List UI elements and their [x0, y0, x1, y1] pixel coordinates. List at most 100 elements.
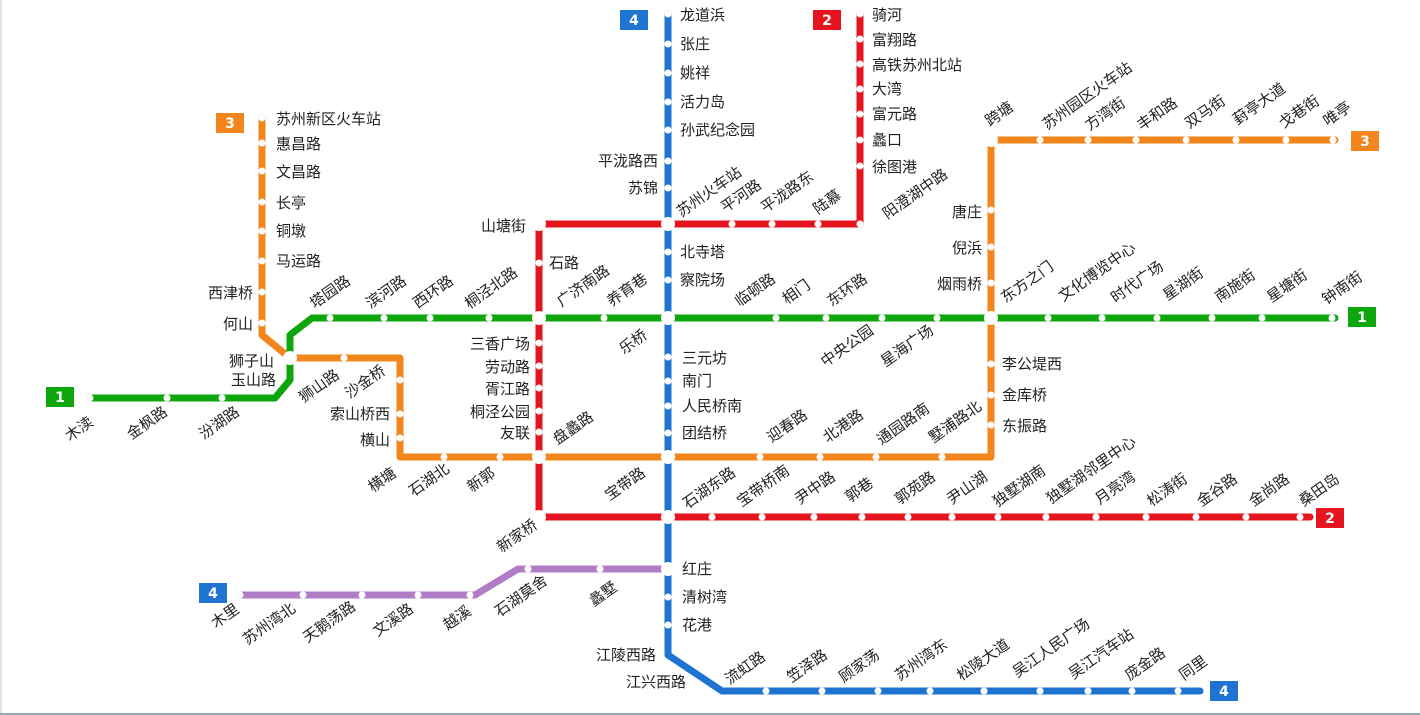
station-dot[interactable]: [665, 185, 672, 192]
station-dot[interactable]: [427, 315, 434, 322]
station-dot[interactable]: [1045, 315, 1052, 322]
station-dot[interactable]: [665, 622, 672, 629]
station-dot[interactable]: [857, 61, 864, 68]
station-dot[interactable]: [773, 315, 780, 322]
station-dot[interactable]: [665, 11, 672, 18]
station-dot[interactable]: [359, 592, 366, 599]
station-dot[interactable]: [857, 221, 864, 228]
station-dot[interactable]: [1085, 688, 1092, 695]
station-dot[interactable]: [857, 111, 864, 118]
transfer-station-dot[interactable]: [661, 562, 675, 576]
station-dot[interactable]: [857, 36, 864, 43]
station-dot[interactable]: [665, 430, 672, 437]
station-dot[interactable]: [817, 454, 824, 461]
station-dot[interactable]: [601, 315, 608, 322]
transfer-station-dot[interactable]: [984, 311, 998, 325]
station-dot[interactable]: [769, 221, 776, 228]
station-dot[interactable]: [988, 422, 995, 429]
station-dot[interactable]: [1209, 315, 1216, 322]
station-dot[interactable]: [905, 514, 912, 521]
station-dot[interactable]: [536, 260, 543, 267]
transfer-station-dot[interactable]: [661, 311, 675, 325]
station-dot[interactable]: [327, 315, 334, 322]
station-dot[interactable]: [665, 70, 672, 77]
transfer-station-dot[interactable]: [283, 351, 297, 365]
station-dot[interactable]: [995, 514, 1002, 521]
station-dot[interactable]: [988, 244, 995, 251]
station-dot[interactable]: [1175, 688, 1182, 695]
station-dot[interactable]: [1233, 137, 1240, 144]
station-dot[interactable]: [859, 514, 866, 521]
station-dot[interactable]: [665, 249, 672, 256]
station-dot[interactable]: [981, 688, 988, 695]
station-dot[interactable]: [259, 289, 266, 296]
station-dot[interactable]: [815, 221, 822, 228]
transfer-station-dot[interactable]: [532, 217, 546, 231]
transfer-station-dot[interactable]: [661, 450, 675, 464]
station-dot[interactable]: [1043, 514, 1050, 521]
station-dot[interactable]: [665, 99, 672, 106]
station-dot[interactable]: [988, 361, 995, 368]
station-dot[interactable]: [1259, 315, 1266, 322]
station-dot[interactable]: [536, 363, 543, 370]
station-dot[interactable]: [988, 280, 995, 287]
station-dot[interactable]: [665, 277, 672, 284]
station-dot[interactable]: [1133, 137, 1140, 144]
station-dot[interactable]: [341, 355, 348, 362]
station-dot[interactable]: [259, 168, 266, 175]
station-dot[interactable]: [397, 435, 404, 442]
station-dot[interactable]: [259, 228, 266, 235]
station-dot[interactable]: [665, 403, 672, 410]
station-dot[interactable]: [857, 86, 864, 93]
station-dot[interactable]: [1297, 514, 1304, 521]
station-dot[interactable]: [1037, 137, 1044, 144]
transfer-station-dot[interactable]: [532, 450, 546, 464]
station-dot[interactable]: [536, 340, 543, 347]
station-dot[interactable]: [467, 592, 474, 599]
station-dot[interactable]: [597, 566, 604, 573]
station-dot[interactable]: [259, 140, 266, 147]
station-dot[interactable]: [497, 454, 504, 461]
transfer-station-dot[interactable]: [661, 510, 675, 524]
station-dot[interactable]: [759, 514, 766, 521]
station-dot[interactable]: [665, 378, 672, 385]
station-dot[interactable]: [1037, 688, 1044, 695]
station-dot[interactable]: [988, 392, 995, 399]
station-dot[interactable]: [1085, 137, 1092, 144]
station-dot[interactable]: [934, 315, 941, 322]
station-dot[interactable]: [536, 429, 543, 436]
station-dot[interactable]: [1243, 514, 1250, 521]
station-dot[interactable]: [1143, 514, 1150, 521]
station-dot[interactable]: [259, 199, 266, 206]
station-dot[interactable]: [536, 408, 543, 415]
station-dot[interactable]: [259, 320, 266, 327]
transfer-station-dot[interactable]: [984, 133, 998, 147]
station-dot[interactable]: [237, 592, 244, 599]
station-dot[interactable]: [1283, 137, 1290, 144]
station-dot[interactable]: [665, 127, 672, 134]
station-dot[interactable]: [300, 592, 307, 599]
station-dot[interactable]: [1329, 315, 1336, 322]
station-dot[interactable]: [857, 137, 864, 144]
station-dot[interactable]: [988, 207, 995, 214]
station-dot[interactable]: [87, 395, 94, 402]
station-dot[interactable]: [525, 566, 532, 573]
station-dot[interactable]: [873, 454, 880, 461]
station-dot[interactable]: [811, 514, 818, 521]
station-dot[interactable]: [219, 395, 226, 402]
station-dot[interactable]: [819, 688, 826, 695]
station-dot[interactable]: [1193, 514, 1200, 521]
station-dot[interactable]: [927, 688, 934, 695]
transfer-station-dot[interactable]: [532, 311, 546, 325]
station-dot[interactable]: [381, 315, 388, 322]
station-dot[interactable]: [665, 41, 672, 48]
station-dot[interactable]: [1183, 137, 1190, 144]
station-dot[interactable]: [397, 411, 404, 418]
station-dot[interactable]: [1330, 137, 1337, 144]
station-dot[interactable]: [259, 115, 266, 122]
station-dot[interactable]: [857, 11, 864, 18]
station-dot[interactable]: [763, 688, 770, 695]
station-dot[interactable]: [259, 258, 266, 265]
station-dot[interactable]: [1154, 315, 1161, 322]
station-dot[interactable]: [949, 514, 956, 521]
